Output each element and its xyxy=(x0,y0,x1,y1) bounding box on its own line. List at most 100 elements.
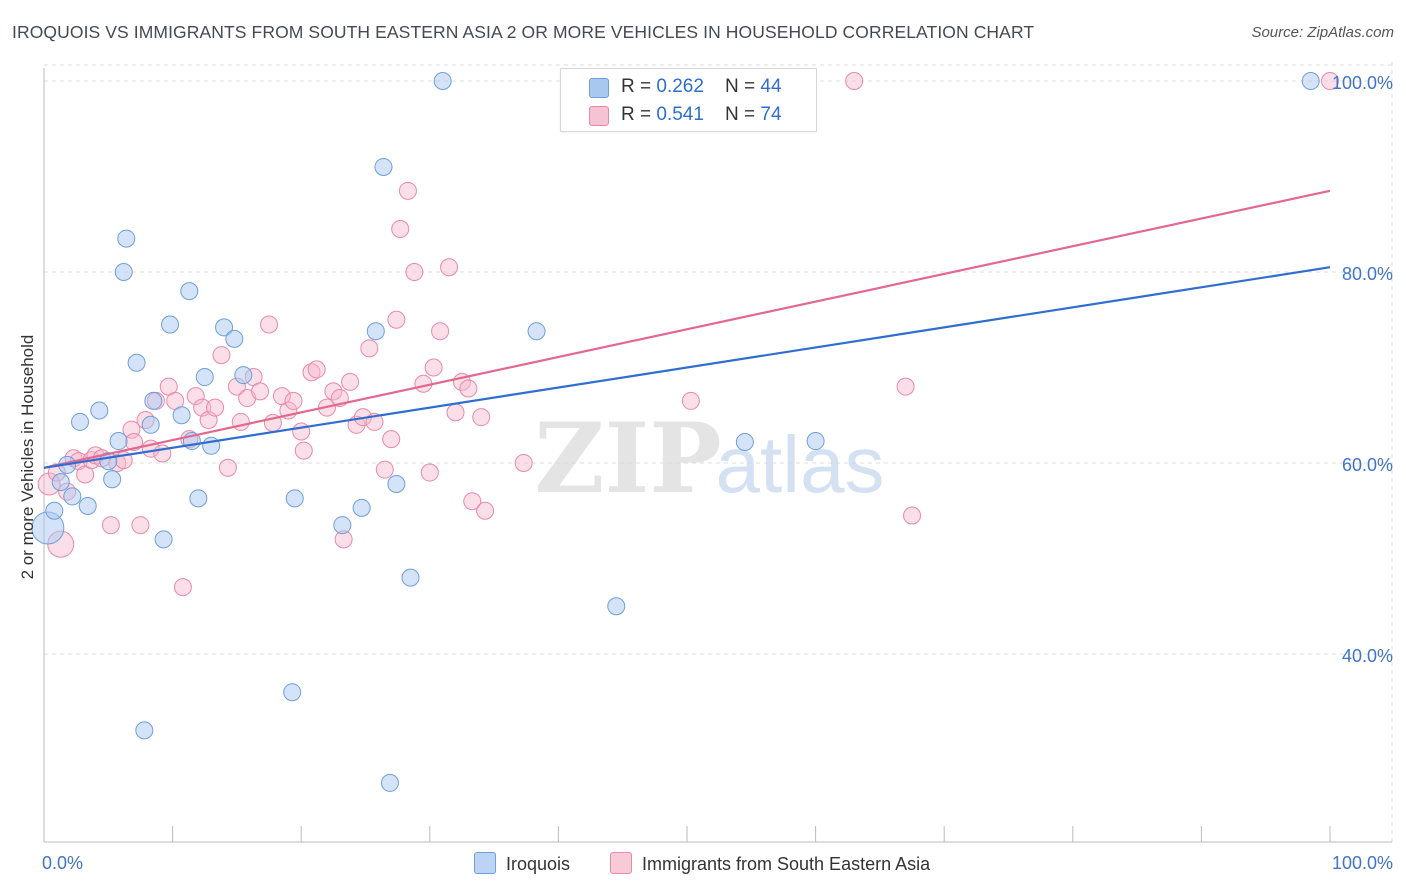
data-point-immigrants xyxy=(440,258,459,277)
axes xyxy=(43,68,1392,843)
data-point-iroquois xyxy=(387,475,406,494)
data-point-immigrants xyxy=(294,441,313,460)
r-value-iroquois: 0.262 xyxy=(656,76,704,97)
data-point-iroquois xyxy=(374,157,393,176)
x-tick-label: 0.0% xyxy=(42,853,83,873)
data-point-iroquois xyxy=(1301,72,1320,90)
data-point-immigrants xyxy=(360,339,379,358)
data-point-iroquois xyxy=(117,229,136,248)
trend-lines xyxy=(43,189,1331,469)
data-point-immigrants xyxy=(284,391,303,410)
data-point-iroquois xyxy=(283,683,302,702)
data-point-iroquois xyxy=(127,353,146,372)
data-point-iroquois xyxy=(144,391,163,410)
series-iroquois-points xyxy=(31,72,1320,792)
data-point-iroquois xyxy=(90,401,109,420)
data-point-immigrants xyxy=(324,382,343,401)
chart-title: IROQUOIS VS IMMIGRANTS FROM SOUTH EASTER… xyxy=(12,22,1035,42)
data-point-iroquois xyxy=(366,322,385,341)
series-legend: Iroquois Immigrants from South Eastern A… xyxy=(0,852,1406,876)
data-point-immigrants xyxy=(212,346,231,365)
data-point-iroquois xyxy=(607,597,626,616)
data-point-immigrants xyxy=(131,516,150,535)
data-point-iroquois xyxy=(78,496,97,515)
source-label: Source: ZipAtlas.com xyxy=(1251,24,1394,41)
data-point-immigrants xyxy=(260,315,279,334)
data-point-iroquois xyxy=(154,530,173,549)
trend-line-immigrants xyxy=(43,189,1331,469)
data-point-iroquois xyxy=(63,487,82,506)
data-point-iroquois xyxy=(380,773,399,792)
y-tick-label: 40.0% xyxy=(1342,646,1393,666)
data-point-iroquois xyxy=(352,498,371,517)
data-point-immigrants xyxy=(424,358,443,377)
data-point-iroquois xyxy=(195,368,214,387)
watermark-atlas: atlas xyxy=(716,420,885,509)
y-axis-label: 2 or more Vehicles in Household xyxy=(18,334,37,580)
y-tick-label: 100.0% xyxy=(1332,73,1393,93)
legend-item-iroquois: Iroquois xyxy=(474,852,570,875)
n-value-iroquois: 44 xyxy=(760,76,782,97)
data-point-immigrants xyxy=(387,310,406,329)
legend-row-immigrants: R = 0.541 N = 74 xyxy=(561,102,816,128)
data-point-immigrants xyxy=(302,363,321,382)
legend-label-iroquois: Iroquois xyxy=(506,854,571,874)
legend-row-iroquois: R = 0.262 N = 44 xyxy=(561,74,816,100)
data-point-immigrants xyxy=(292,422,311,441)
data-point-immigrants xyxy=(459,379,478,398)
data-point-immigrants xyxy=(903,506,922,525)
legend-item-immigrants: Immigrants from South Eastern Asia xyxy=(610,852,930,875)
y-tick-label: 60.0% xyxy=(1342,455,1393,475)
data-point-iroquois xyxy=(215,318,234,337)
data-point-immigrants xyxy=(405,263,424,281)
data-point-immigrants xyxy=(845,72,864,90)
data-point-immigrants xyxy=(476,501,495,520)
data-point-iroquois xyxy=(225,329,244,348)
data-point-iroquois xyxy=(735,432,754,451)
legend-text-immigrants: R = 0.541 N = 74 xyxy=(621,104,782,125)
data-point-iroquois xyxy=(180,282,199,301)
data-point-immigrants xyxy=(431,322,450,341)
data-point-iroquois xyxy=(45,501,64,520)
data-point-iroquois xyxy=(433,72,452,90)
data-point-immigrants xyxy=(896,377,915,396)
data-point-iroquois xyxy=(103,470,122,489)
data-point-immigrants xyxy=(391,220,410,239)
watermark-zip: ZIP xyxy=(534,402,721,515)
data-point-immigrants xyxy=(375,460,394,479)
n-value-immigrants: 74 xyxy=(760,104,782,125)
data-point-immigrants xyxy=(101,516,120,535)
legend-swatch-pink xyxy=(589,106,609,126)
data-point-iroquois xyxy=(189,489,208,508)
data-point-immigrants xyxy=(398,181,417,200)
data-point-iroquois xyxy=(527,322,546,341)
trend-line-iroquois xyxy=(43,266,1331,469)
data-point-iroquois xyxy=(333,516,352,535)
x-tick-label: 100.0% xyxy=(1332,853,1393,873)
data-point-immigrants xyxy=(420,463,439,482)
data-point-immigrants xyxy=(341,372,360,391)
data-point-iroquois xyxy=(285,489,304,508)
data-point-immigrants xyxy=(514,454,533,472)
data-point-immigrants xyxy=(463,492,482,511)
data-point-iroquois xyxy=(71,412,90,431)
data-point-immigrants xyxy=(472,408,491,427)
data-point-iroquois xyxy=(135,721,154,740)
data-point-iroquois xyxy=(172,406,191,425)
legend-label-immigrants: Immigrants from South Eastern Asia xyxy=(642,854,931,874)
data-point-immigrants xyxy=(186,387,205,406)
data-point-immigrants xyxy=(307,360,326,379)
data-point-immigrants xyxy=(681,391,700,410)
data-point-immigrants xyxy=(446,403,465,422)
r-value-immigrants: 0.541 xyxy=(656,104,704,125)
grid-lines xyxy=(44,62,1393,842)
legend-text-iroquois: R = 0.262 N = 44 xyxy=(621,76,782,97)
data-point-iroquois xyxy=(401,568,420,587)
tick-labels: 40.0% 60.0% 80.0% 100.0% 0.0% 100.0% xyxy=(42,73,1393,873)
data-point-immigrants xyxy=(206,398,225,417)
legend-swatch-iroquois xyxy=(474,852,496,874)
data-point-iroquois xyxy=(234,366,253,385)
data-point-iroquois xyxy=(806,432,825,451)
data-point-iroquois xyxy=(109,432,128,451)
